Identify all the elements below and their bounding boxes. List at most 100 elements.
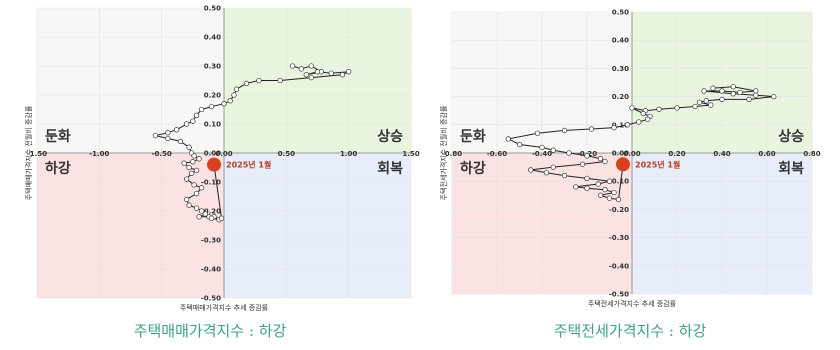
data-point xyxy=(165,130,171,136)
quadrant-label-bottom-left: 하강 xyxy=(45,160,71,177)
quadrant-label-bottom-right: 회복 xyxy=(377,161,403,177)
data-point xyxy=(703,98,709,104)
data-point xyxy=(730,84,736,90)
quadrant-bottom-right-bg xyxy=(224,153,411,298)
data-point xyxy=(730,91,736,97)
data-point xyxy=(227,98,233,104)
data-point xyxy=(208,103,215,110)
data-point xyxy=(606,195,613,201)
y-tick-label: -0.30 xyxy=(609,234,629,242)
x-tick-label: 0.00 xyxy=(215,150,232,158)
data-point xyxy=(218,215,225,221)
data-point xyxy=(221,101,227,107)
y-tick-label: 0.10 xyxy=(204,121,221,129)
x-tick-label: 0.20 xyxy=(668,150,685,158)
x-tick-label: 0.40 xyxy=(713,150,730,158)
data-point xyxy=(561,127,568,134)
data-point xyxy=(188,170,195,176)
data-point xyxy=(173,127,180,133)
data-point xyxy=(710,85,716,91)
data-point xyxy=(183,196,190,203)
data-point xyxy=(624,122,631,128)
data-point xyxy=(597,155,604,162)
data-point xyxy=(256,77,262,84)
latest-point-label: 2025년 1월 xyxy=(635,159,680,169)
caption-left: 주택매매가격지수 : 하강 xyxy=(133,322,287,340)
data-point xyxy=(611,124,617,131)
data-point xyxy=(602,187,608,193)
y-axis-title: 주택전세가격지수 전월비 증감률 xyxy=(439,105,448,200)
x-tick-label: 1.00 xyxy=(340,150,357,158)
data-point xyxy=(674,105,680,111)
y-tick-label: 0.50 xyxy=(612,9,629,17)
quadrant-label-top-left: 둔화 xyxy=(460,129,486,145)
data-point xyxy=(314,69,321,75)
latest-point-marker xyxy=(616,157,630,172)
y-tick-label: 0.00 xyxy=(204,150,221,158)
data-point xyxy=(588,126,595,132)
data-point xyxy=(573,184,579,190)
data-point xyxy=(233,86,240,92)
data-point xyxy=(152,132,159,139)
x-axis-title: 주택전세가격지수 추세 증감률 xyxy=(588,299,677,308)
data-point xyxy=(177,138,184,145)
data-point xyxy=(303,72,309,78)
y-tick-label: 0.30 xyxy=(204,63,221,71)
data-point xyxy=(701,88,707,94)
data-point xyxy=(528,167,534,173)
quadrant-top-right-bg xyxy=(224,8,411,153)
data-point xyxy=(602,158,608,165)
data-point xyxy=(611,189,617,196)
x-tick-label: -0.40 xyxy=(532,150,552,158)
y-tick-label: 0.20 xyxy=(204,92,221,100)
data-point xyxy=(566,150,572,156)
data-point xyxy=(186,164,192,171)
data-point xyxy=(308,63,314,69)
data-point xyxy=(196,214,202,220)
data-point xyxy=(606,178,613,184)
quadrant-bottom-left-bg xyxy=(37,153,224,298)
y-tick-label: -0.50 xyxy=(201,295,221,303)
data-point xyxy=(339,72,346,78)
data-point xyxy=(231,92,237,98)
data-point xyxy=(753,92,759,98)
data-point xyxy=(208,215,215,221)
data-point xyxy=(181,160,187,166)
data-point xyxy=(656,106,662,112)
latest-point-marker xyxy=(207,157,222,172)
data-point xyxy=(543,170,550,176)
quadrant-label-bottom-left: 하강 xyxy=(460,160,486,177)
data-point xyxy=(746,96,752,103)
y-tick-label: -0.10 xyxy=(609,178,629,186)
y-tick-label: 0.20 xyxy=(612,93,629,101)
y-tick-label: -0.10 xyxy=(201,179,221,187)
y-axis-title: 주택매매가격지수 전월비 증감률 xyxy=(24,105,33,200)
y-tick-label: -0.20 xyxy=(201,208,221,216)
data-point xyxy=(289,63,296,69)
chart-housing-sale: 0.50 0.40 0.30 0.20 0.10 0.00 -0.10 -0.20 -0.30 -… xyxy=(24,5,420,313)
x-tick-label: -1.50 xyxy=(27,150,47,158)
data-point xyxy=(277,77,283,84)
data-point xyxy=(190,118,196,124)
data-point xyxy=(198,208,205,214)
x-tick-label: 0.60 xyxy=(758,150,775,158)
data-point xyxy=(243,80,250,87)
y-tick-label: 0.30 xyxy=(612,65,629,73)
trajectory-line xyxy=(506,86,774,201)
x-tick-label: -0.50 xyxy=(152,150,172,158)
data-point xyxy=(550,164,556,170)
quadrant-label-top-right: 상승 xyxy=(377,129,403,145)
data-point xyxy=(505,136,511,142)
data-point xyxy=(561,172,568,179)
data-point xyxy=(198,106,205,113)
y-tick-label: 0.50 xyxy=(204,5,221,13)
x-tick-label: -0.80 xyxy=(442,150,462,158)
data-point xyxy=(719,88,725,94)
data-point xyxy=(636,119,642,125)
data-point xyxy=(534,130,541,136)
data-point xyxy=(196,156,202,162)
x-tick-label: 0.50 xyxy=(278,150,295,158)
y-tick-label: 0.10 xyxy=(612,121,629,129)
data-point xyxy=(298,66,304,72)
caption-right: 주택전세가격지수 : 하강 xyxy=(553,322,707,340)
